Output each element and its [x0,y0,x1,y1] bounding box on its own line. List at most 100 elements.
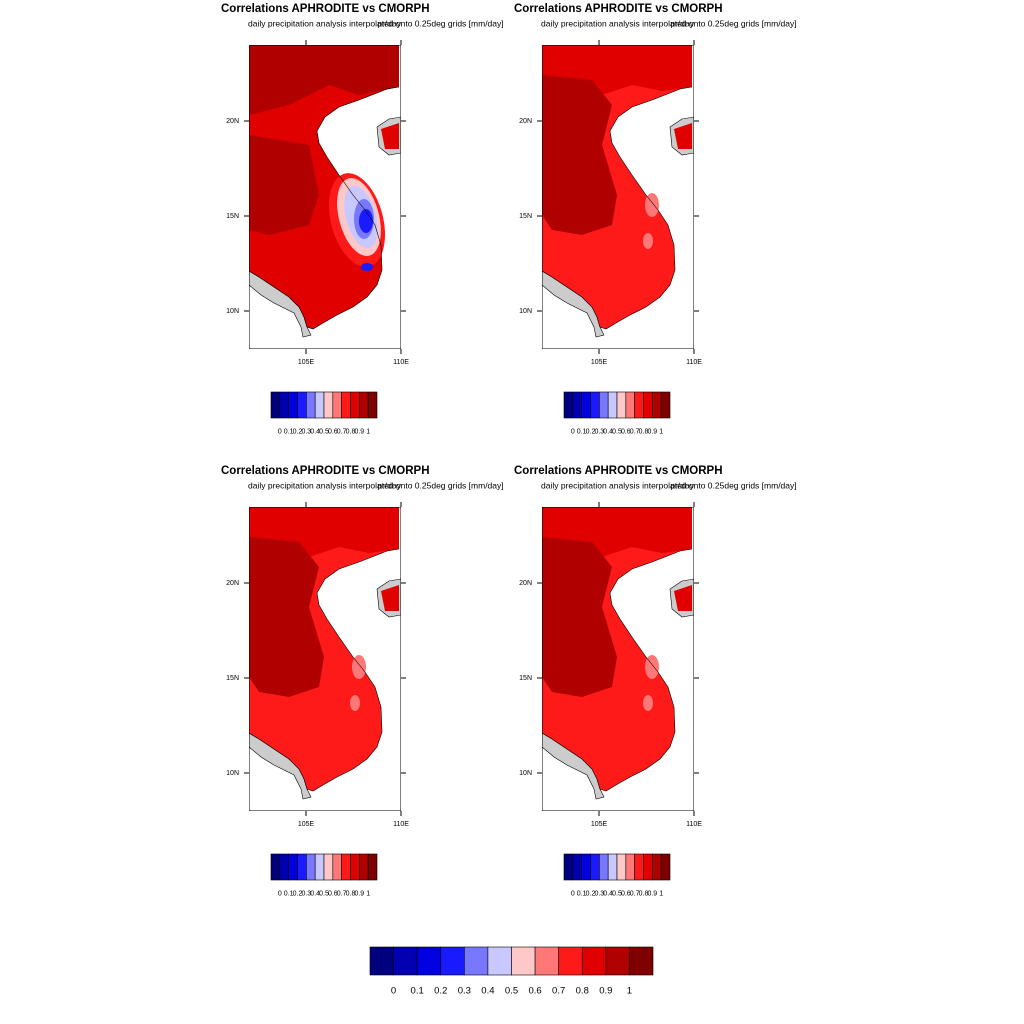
colorbar-box [563,853,574,881]
colorbar-box [629,946,654,976]
coastline [542,548,693,792]
colorbar-label: 0.1 [411,985,424,996]
lat-tick-label: 10N [519,308,532,315]
lat-tick-label: 20N [226,118,239,125]
field-region [542,537,617,697]
panel-title: Correlations APHRODITE vs CMORPH [221,465,430,477]
coastline [249,86,400,330]
colorbar-box [660,391,671,419]
colorbar: 0 0.1 0.2 0.3 0.4 0.5 0.6 0.7 0.8 0.9 1 [563,391,671,435]
lat-tick-label: 10N [226,308,239,315]
colorbar-label: 0.9 [647,428,657,435]
colorbar-box [563,391,574,419]
field-region [249,45,399,115]
colorbar: 0 0.1 0.2 0.3 0.4 0.5 0.6 0.7 0.8 0.9 1 [563,853,671,897]
axes: 105E 110E 10N 15N 20N [226,502,409,828]
colorbar-box [572,391,582,419]
colorbar-label: 0.8 [576,985,589,996]
colorbar-label: 0 [571,428,575,435]
colorbar: 0 0.1 0.2 0.3 0.4 0.5 0.6 0.7 0.8 0.9 1 [369,946,654,996]
island-field [381,123,399,149]
colorbar-label: 0.5 [319,428,329,435]
colorbar-box [359,853,369,881]
colorbar-box [581,391,591,419]
colorbar-box [590,853,600,881]
panel-right-string: pr/day [670,18,694,28]
lon-tick-label: 105E [298,821,315,828]
colorbar-box [416,946,442,976]
colorbar-label: 1 [366,890,370,897]
colorbar-label: 0.4 [603,428,613,435]
panel-subtitle: daily precipitation analysis interpolate… [248,480,504,490]
lat-tick-label: 20N [519,118,532,125]
colorbar-label: 0.6 [528,985,541,996]
colorbar-label: 0.4 [481,985,494,996]
axes: 105E 110E 10N 15N 20N [519,40,702,366]
colorbar-label: 0.7 [630,428,640,435]
colorbar-box [393,946,418,976]
field-region [645,193,659,217]
colorbar-box [297,391,307,419]
colorbar-label: 0.5 [505,985,518,996]
lat-tick-label: 15N [226,213,239,220]
colorbar-box [599,391,609,419]
colorbar-label: 0.1 [284,428,294,435]
coastline [249,548,400,792]
colorbar-box [314,853,325,881]
lon-tick-label: 110E [686,821,702,828]
colorbar-box [314,391,325,419]
island-field [674,585,692,611]
colorbar-box [605,946,630,976]
colorbar: 0 0.1 0.2 0.3 0.4 0.5 0.6 0.7 0.8 0.9 1 [270,853,378,897]
colorbar-box [558,946,583,976]
lat-tick-label: 10N [226,770,239,777]
colorbar-box [270,853,281,881]
colorbar-label: 0.9 [647,890,657,897]
lat-tick-label: 20N [226,580,239,587]
lon-tick-label: 110E [686,359,702,366]
coastline [542,86,693,330]
colorbar-label: 0.9 [354,428,364,435]
colorbar-box [279,853,289,881]
colorbar-label: 0.4 [310,890,320,897]
colorbar-box [297,853,307,881]
colorbar-box [306,391,316,419]
colorbar-label: 0 [278,428,282,435]
colorbar-label: 0.2 [434,985,447,996]
lon-tick-label: 105E [298,359,315,366]
colorbar-label: 0.3 [458,985,471,996]
colorbar-label: 1 [659,890,663,897]
field-region [350,695,360,711]
colorbar-box [652,391,662,419]
colorbar-label: 0 [391,985,396,996]
colorbar-label: 0.1 [577,890,587,897]
island-field [674,123,692,149]
colorbar-label: 0.7 [630,890,640,897]
map-panel [542,45,694,349]
colorbar-box [367,391,378,419]
colorbar-box [359,391,369,419]
lon-tick-label: 110E [393,359,409,366]
field-region [359,209,373,233]
lon-tick-label: 110E [393,821,409,828]
lat-tick-label: 15N [519,213,532,220]
field-region [643,695,653,711]
colorbar-label: 0.8 [639,890,649,897]
lat-tick-label: 20N [519,580,532,587]
colorbar-label: 0.3 [301,890,311,897]
panel-right-string: pr/day [670,480,694,490]
colorbar-box [660,853,671,881]
colorbar-label: 0.1 [577,428,587,435]
colorbar-label: 0.9 [354,890,364,897]
map-panel [542,507,694,811]
panel-title: Correlations APHRODITE vs CMORPH [514,3,723,15]
colorbar-box [350,391,360,419]
colorbar-box [288,391,298,419]
axes: 105E 110E 10N 15N 20N [226,40,409,366]
colorbar-box [625,853,635,881]
panel-right-string: pr/day [377,18,401,28]
colorbar-box [581,946,607,976]
field-region [361,263,373,271]
colorbar: 0 0.1 0.2 0.3 0.4 0.5 0.6 0.7 0.8 0.9 1 [270,391,378,435]
